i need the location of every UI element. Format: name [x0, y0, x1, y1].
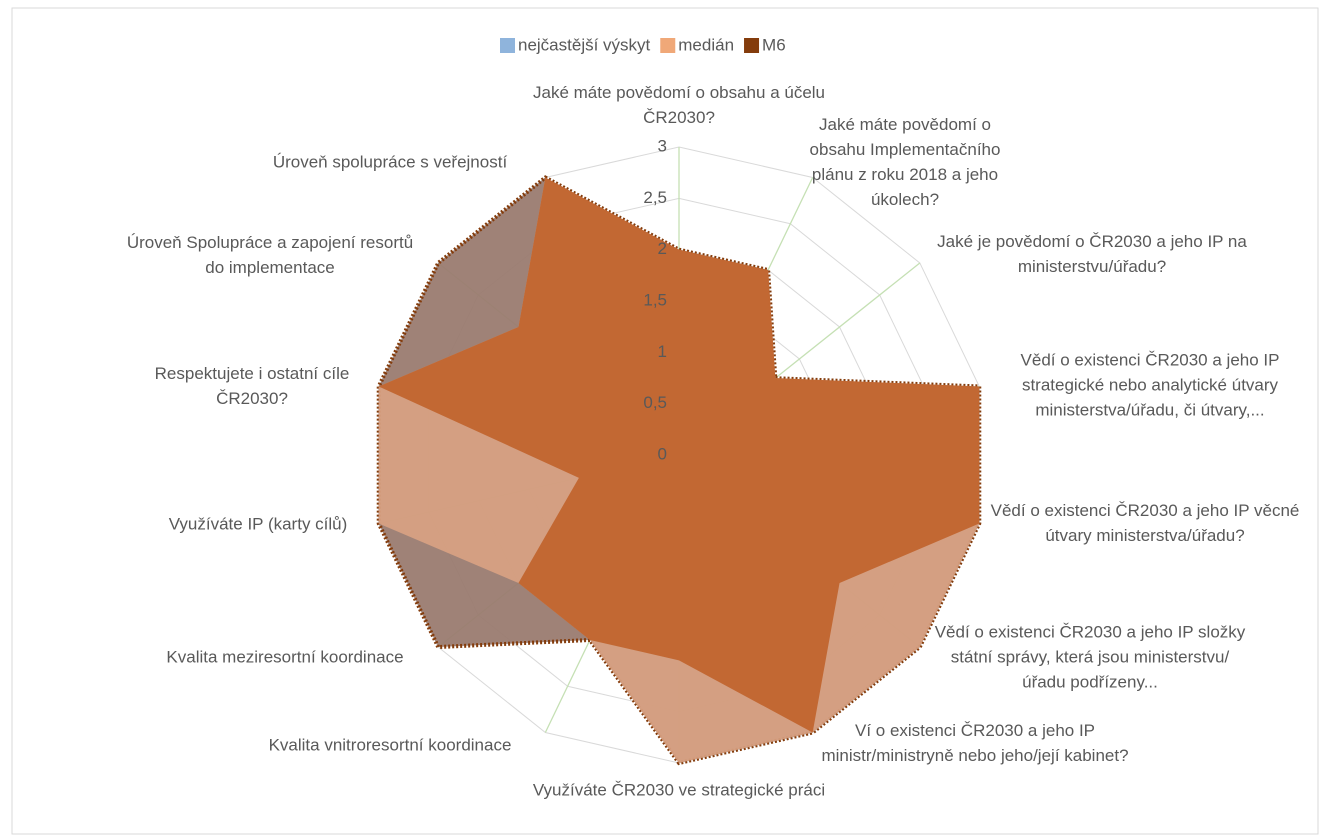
category-label: Úroveň spolupráce s veřejností [272, 152, 508, 172]
category-label: Vědí o existenci ČR2030 a jeho IP věcné … [990, 501, 1300, 545]
axis-tick-label: 1,5 [643, 290, 667, 309]
category-label: Kvalita vnitroresortní koordinace [268, 735, 512, 755]
category-label: Jaké máte povědomí o obsahu a účelu ČR20… [532, 83, 826, 127]
legend-swatch [500, 38, 515, 53]
series-area [378, 177, 980, 733]
axis-tick-label: 2 [658, 239, 667, 258]
category-label: Vědí o existenci ČR2030 a jeho IP strate… [1020, 350, 1280, 420]
category-label: Respektujete i ostatní cíle ČR2030? [154, 364, 350, 408]
legend-label: M6 [762, 35, 786, 54]
legend-swatch [660, 38, 676, 53]
category-label: Ví o existenci ČR2030 a jeho IP ministr/… [821, 721, 1129, 765]
legend-label: nejčastější výskyt [518, 35, 651, 54]
category-label: Kvalita meziresortní koordinace [166, 647, 404, 667]
axis-tick-label: 0,5 [643, 393, 667, 412]
axis-tick-label: 2,5 [643, 188, 667, 207]
category-label: Využíváte IP (karty cílů) [168, 514, 348, 534]
axis-tick-label: 3 [658, 136, 667, 155]
axis-tick-label: 1 [658, 342, 667, 361]
category-label: Vědí o existenci ČR2030 a jeho IP složky… [934, 622, 1246, 692]
legend-label: medián [678, 35, 734, 54]
legend-swatch [744, 38, 760, 53]
category-label: Jaké máte povědomí o obsahu Implementačn… [809, 115, 1001, 209]
axis-tick-label: 0 [658, 444, 667, 463]
category-label: Využíváte ČR2030 ve strategické práci [532, 780, 826, 800]
category-label: Jaké je povědomí o ČR2030 a jeho IP na m… [937, 232, 1247, 276]
category-label: Úroveň Spolupráce a zapojení resortů do … [126, 233, 414, 277]
